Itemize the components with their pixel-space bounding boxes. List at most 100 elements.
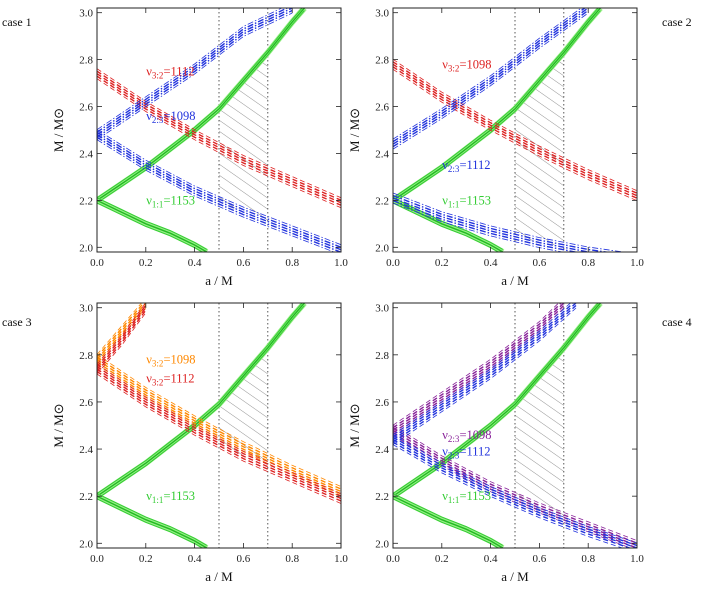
series-line	[97, 134, 341, 251]
band-edge	[97, 305, 305, 500]
series-line	[393, 304, 577, 443]
band-line	[393, 495, 504, 548]
band-edge	[393, 202, 500, 252]
y-tick-label: 2.0	[375, 538, 389, 550]
series-line	[393, 8, 589, 145]
series-line	[97, 307, 147, 370]
series-label: ν1:1=1153	[146, 489, 195, 505]
x-tick-label: 1.0	[334, 553, 348, 565]
series-line	[393, 58, 637, 192]
band-edge	[97, 498, 204, 548]
x-axis-label: a / M	[501, 569, 529, 584]
series-line	[393, 66, 637, 199]
series-label: ν2:3=1112	[442, 444, 490, 460]
y-axis-label: M / M⊙	[51, 108, 66, 152]
series-line	[393, 303, 577, 441]
band-edge	[393, 10, 601, 204]
x-tick-label: 0.8	[581, 553, 595, 565]
band-edge	[393, 493, 504, 546]
y-tick-label: 2.8	[375, 350, 389, 362]
x-axis-label: a / M	[205, 569, 233, 584]
series-line	[393, 194, 611, 252]
case-label: case 1	[2, 15, 32, 29]
series-label: ν2:3=1112	[442, 158, 490, 174]
band-edge	[97, 197, 208, 250]
x-axis-label: a / M	[205, 273, 233, 288]
series-line	[97, 354, 341, 487]
case-label: case 4	[662, 315, 692, 329]
x-tick-label: 0.2	[435, 553, 449, 565]
x-axis-label: a / M	[501, 273, 529, 288]
series-2-3-1112	[393, 8, 626, 252]
panel-2: ν1:1=1153 ν3:2=1098 ν2:3=1112 0.0 0.2 0.4 0.6 0…	[347, 7, 692, 288]
band-edge	[393, 8, 599, 199]
series-line	[393, 199, 579, 252]
y-tick-label: 2.8	[79, 350, 93, 362]
hatched-region	[515, 52, 564, 248]
x-tick-label: 0.2	[435, 257, 449, 269]
y-tick-label: 2.6	[79, 397, 93, 409]
x-tick-label: 0.8	[285, 553, 299, 565]
series-line	[393, 197, 594, 252]
series-line	[393, 444, 624, 548]
series-line	[97, 309, 147, 372]
series-2-3-1098	[97, 8, 341, 252]
x-tick-label: 1.0	[630, 553, 644, 565]
y-tick-label: 3.0	[375, 303, 389, 315]
y-tick-label: 2.4	[375, 148, 389, 160]
series-line	[97, 139, 336, 252]
series-line	[393, 9, 589, 148]
x-tick-label: 1.0	[630, 257, 644, 269]
series-line	[97, 358, 341, 493]
series-line	[97, 312, 147, 375]
x-tick-label: 0.6	[237, 553, 251, 565]
panel-3: ν1:1=1153 ν3:2=1098 ν3:2=1112 0.0 0.2 0.4 0.6 0…	[2, 302, 348, 584]
series-label: ν3:2=1098	[146, 353, 195, 369]
band-edge	[393, 498, 500, 548]
series-line	[393, 427, 637, 544]
series-label: ν3:2=1098	[442, 57, 491, 73]
band-edge	[393, 197, 504, 250]
series-label: ν3:2=1112	[146, 64, 194, 80]
series-label: ν1:1=1153	[442, 489, 491, 505]
series-line	[97, 365, 341, 497]
plot-frame	[392, 302, 638, 549]
y-tick-label: 2.4	[79, 148, 93, 160]
band-fill	[393, 303, 603, 499]
series-1-1-1153	[97, 303, 307, 548]
plot-area	[393, 8, 637, 252]
plot-frame	[96, 302, 342, 549]
series-line	[97, 12, 293, 141]
series-line	[97, 303, 143, 355]
band-edge	[393, 303, 599, 495]
series-line	[97, 8, 283, 131]
band-line	[393, 8, 601, 201]
series-line	[97, 68, 341, 199]
series-line	[393, 424, 637, 541]
series-line	[393, 63, 637, 197]
series-3-2-1098	[393, 58, 637, 202]
series-line	[393, 303, 572, 435]
plot-frame	[96, 7, 342, 253]
series-line	[393, 8, 582, 140]
series-line	[97, 373, 341, 504]
y-tick-label: 2.2	[375, 491, 389, 503]
x-tick-label: 0.0	[90, 553, 104, 565]
y-tick-label: 2.6	[375, 397, 389, 409]
series-line	[97, 368, 341, 500]
y-tick-label: 2.2	[79, 195, 93, 207]
series-line	[97, 73, 341, 204]
band-line	[393, 303, 601, 497]
y-axis-label: M / M⊙	[51, 403, 66, 447]
band-line	[97, 8, 305, 201]
series-label: ν3:2=1112	[146, 371, 194, 387]
series-line	[393, 436, 637, 547]
band-edge	[97, 8, 303, 199]
x-tick-label: 1.0	[334, 257, 348, 269]
x-tick-label: 0.4	[188, 553, 202, 565]
plot-area	[393, 303, 637, 548]
y-tick-label: 3.0	[375, 8, 389, 20]
series-line	[97, 8, 289, 133]
series-label: ν1:1=1153	[146, 193, 195, 209]
